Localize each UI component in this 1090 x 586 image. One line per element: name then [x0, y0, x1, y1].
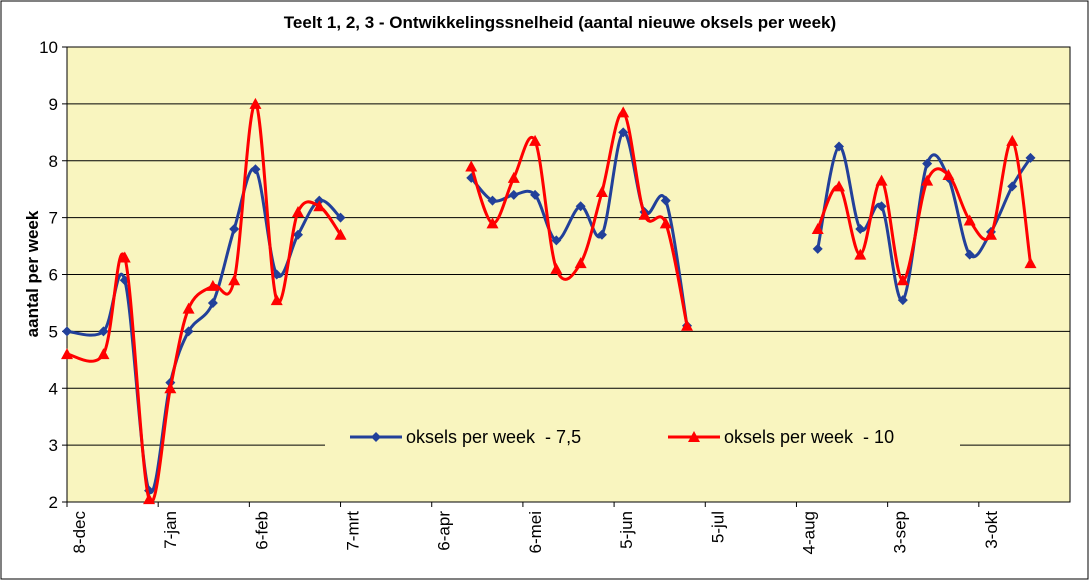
diamond-marker: [855, 224, 866, 234]
triangle-marker: [465, 160, 478, 172]
y-axis-label: aantal per week: [23, 210, 42, 337]
y-tick-label: 6: [49, 266, 58, 285]
triangle-marker: [942, 168, 955, 180]
triangle-marker: [486, 217, 499, 229]
triangle-marker: [61, 348, 73, 360]
y-tick-label: 2: [49, 493, 58, 512]
diamond-marker: [1025, 152, 1036, 163]
diamond-marker: [183, 326, 194, 337]
y-tick-label: 9: [49, 95, 58, 114]
triangle-marker: [164, 382, 177, 394]
triangle-marker: [833, 180, 846, 192]
triangle-marker: [118, 251, 131, 263]
triangle-marker: [143, 493, 156, 505]
triangle-marker: [574, 257, 587, 269]
diamond-marker: [207, 297, 218, 308]
diamond-marker: [812, 243, 823, 254]
triangle-marker: [617, 106, 630, 118]
triangle-marker: [1024, 257, 1037, 269]
legend-label: oksels per week - 7,5: [406, 427, 581, 447]
triangle-marker: [688, 431, 700, 442]
diamond-marker: [229, 224, 240, 234]
diamond-marker: [119, 275, 130, 286]
triangle-marker: [921, 174, 934, 186]
y-tick-label: 4: [49, 379, 58, 398]
triangle-marker: [334, 228, 347, 240]
diamond-marker: [98, 326, 109, 337]
triangle-marker: [507, 171, 520, 183]
x-tick-label: 8-dec: [70, 511, 89, 554]
diamond-marker: [660, 195, 671, 206]
triangle-marker: [550, 262, 563, 274]
diamond-marker: [876, 201, 887, 212]
triangle-marker: [638, 208, 651, 220]
diamond-marker: [964, 249, 975, 260]
triangle-marker: [206, 279, 219, 291]
diamond-marker: [618, 127, 629, 138]
diamond-marker: [530, 189, 541, 200]
x-tick-label: 7-mrt: [344, 511, 363, 551]
diamond-marker: [897, 295, 908, 306]
diamond-marker: [487, 195, 498, 206]
x-tick-label: 3-sep: [891, 511, 910, 554]
y-tick-label: 5: [49, 322, 58, 341]
triangle-marker: [270, 294, 283, 306]
triangle-marker: [875, 174, 888, 186]
triangle-marker: [984, 228, 997, 240]
y-tick-label: 3: [49, 436, 58, 455]
diamond-marker: [922, 158, 933, 169]
diamond-marker: [292, 229, 303, 240]
diamond-marker: [834, 141, 845, 152]
triangle-marker: [1006, 134, 1019, 146]
x-tick-label: 4-aug: [799, 511, 818, 554]
diamond-marker: [551, 235, 562, 246]
triangle-marker: [249, 97, 262, 109]
diamond-marker: [250, 164, 261, 175]
triangle-marker: [529, 134, 542, 146]
triangle-marker: [811, 223, 824, 234]
diamond-marker: [596, 229, 607, 240]
triangle-marker: [313, 200, 326, 212]
triangle-marker: [963, 214, 976, 226]
triangle-marker: [291, 205, 304, 217]
triangle-marker: [854, 248, 867, 260]
diamond-marker: [575, 201, 586, 212]
triangle-marker: [97, 348, 110, 360]
triangle-marker: [896, 274, 909, 286]
triangle-marker: [182, 302, 195, 314]
y-tick-label: 8: [49, 152, 58, 171]
diamond-marker: [1007, 181, 1018, 192]
x-tick-label: 6-feb: [252, 511, 271, 550]
diamond-marker: [335, 212, 346, 223]
diamond-marker: [62, 326, 72, 337]
x-tick-label: 7-jan: [161, 511, 180, 549]
legend-label: oksels per week - 10: [724, 427, 894, 447]
x-tick-label: 5-jun: [617, 511, 636, 549]
triangle-marker: [681, 319, 694, 331]
x-tick-label: 6-mei: [526, 511, 545, 554]
x-tick-label: 6-apr: [435, 511, 454, 551]
diamond-marker: [371, 432, 381, 442]
x-tick-label: 3-okt: [982, 511, 1001, 549]
legend-box: [325, 421, 960, 453]
chart-title: Teelt 1, 2, 3 - Ontwikkelingssnelheid (a…: [284, 13, 836, 32]
y-tick-label: 10: [39, 38, 58, 57]
y-tick-label: 7: [49, 209, 58, 228]
diamond-marker: [508, 189, 519, 200]
x-tick-label: 5-jul: [708, 511, 727, 543]
triangle-marker: [659, 217, 672, 229]
triangle-marker: [595, 186, 608, 198]
triangle-marker: [228, 274, 241, 286]
